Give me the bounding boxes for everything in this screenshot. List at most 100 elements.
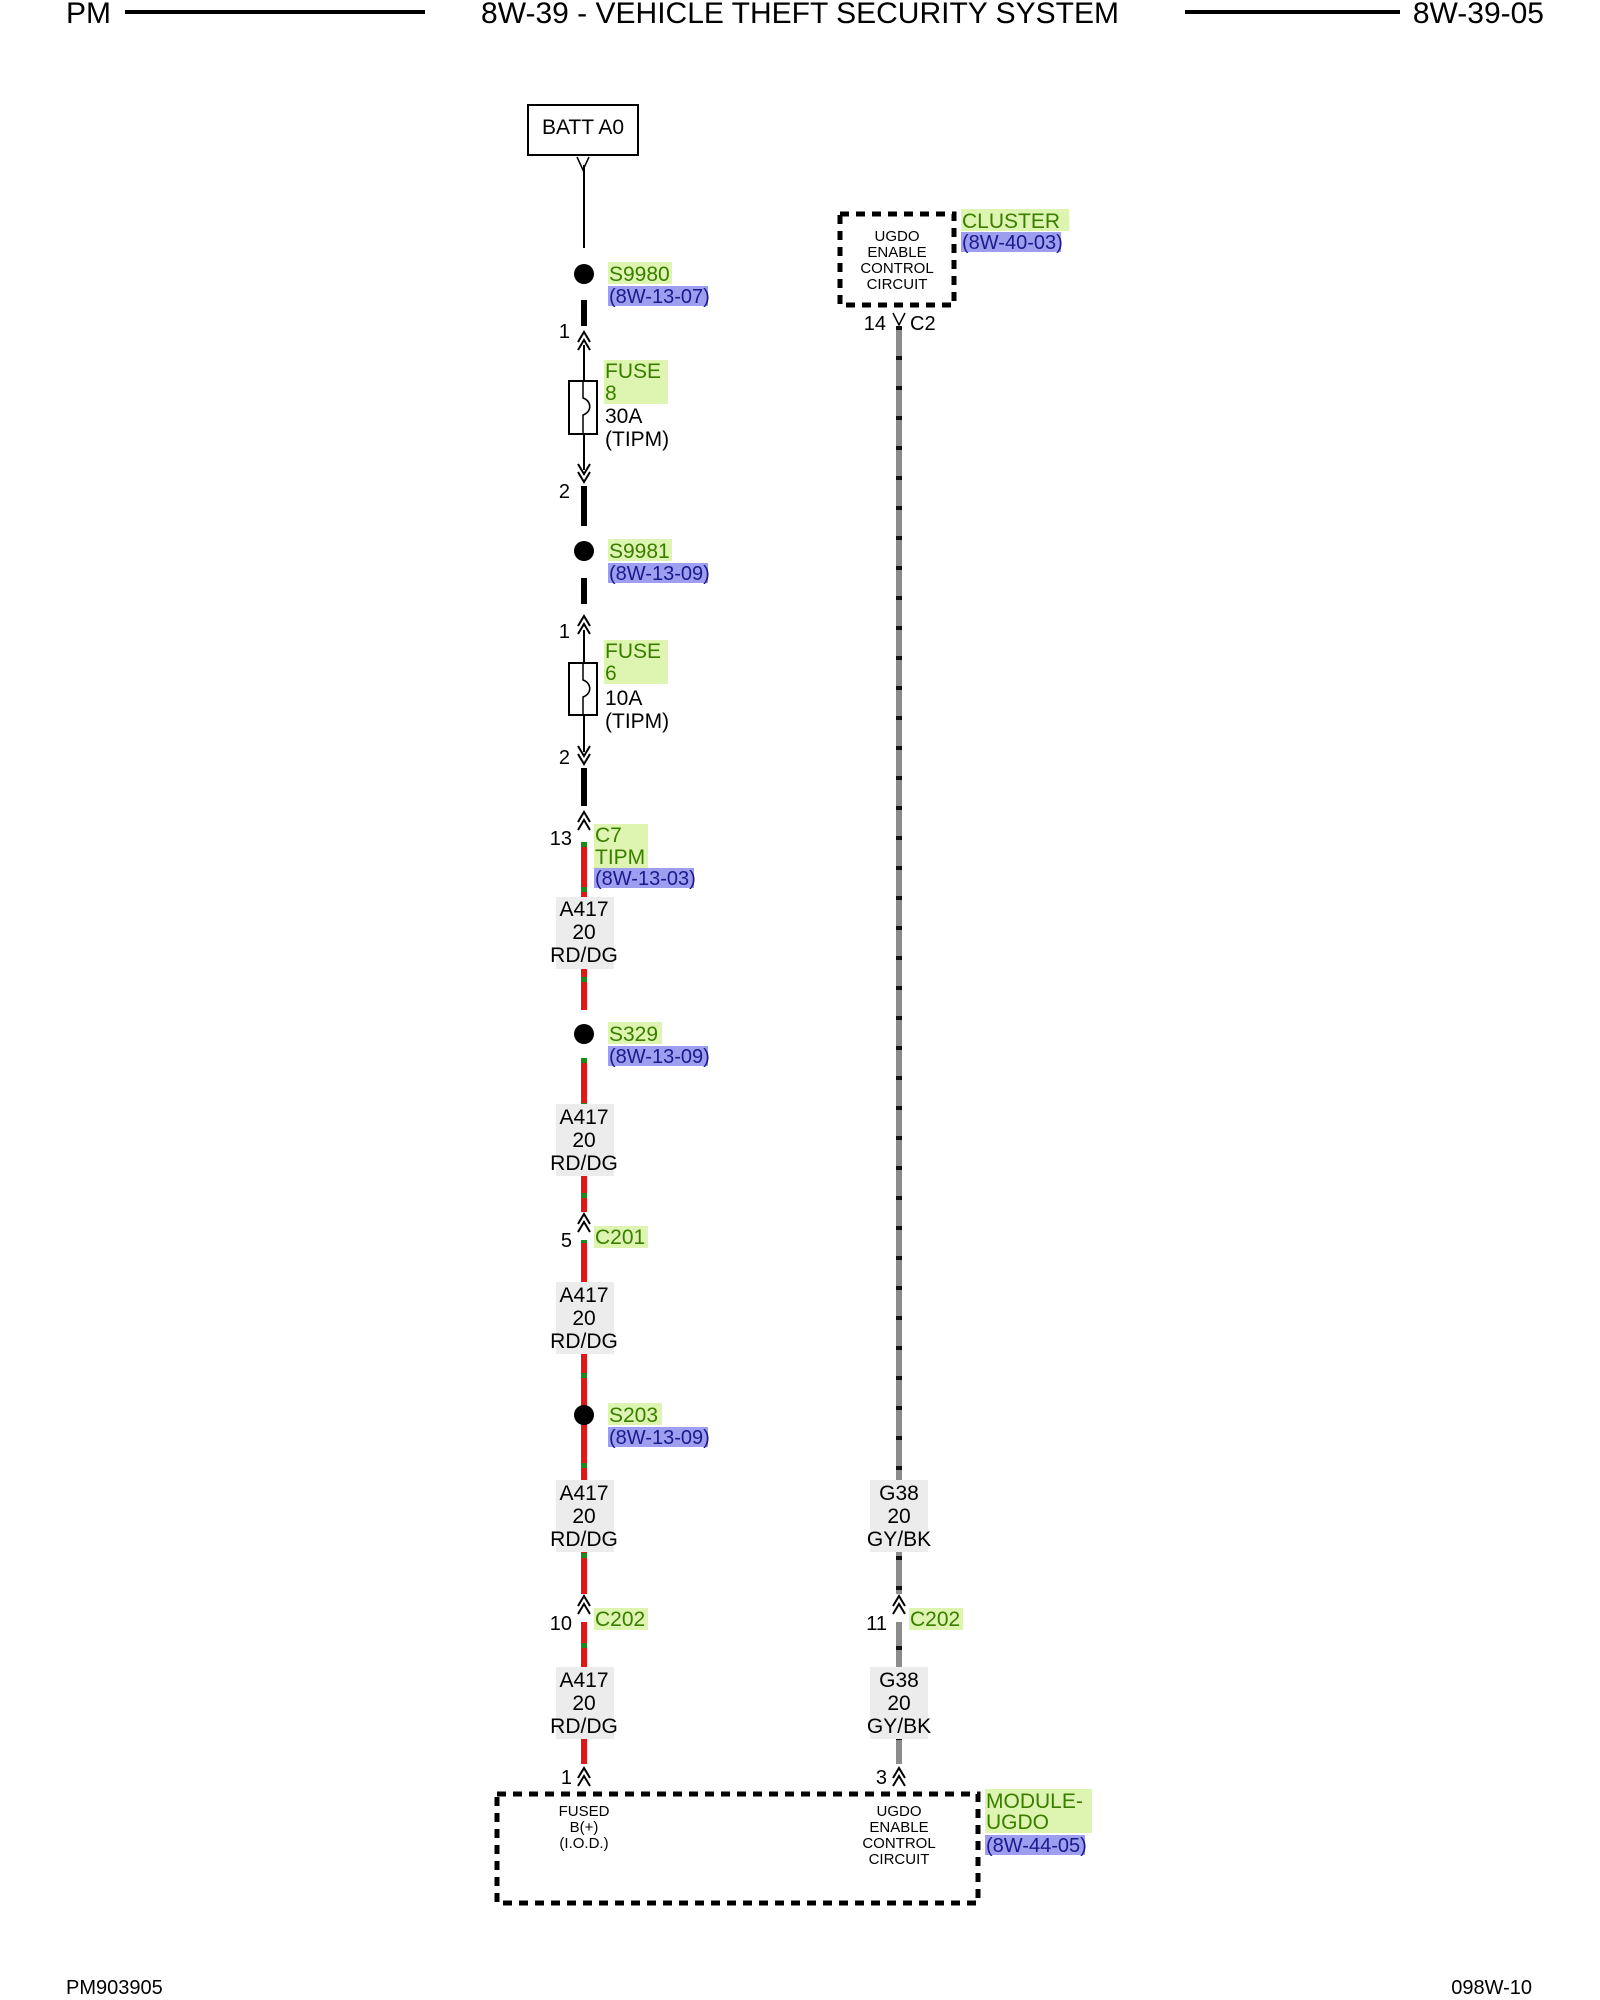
svg-text:A417: A417: [559, 1669, 608, 1692]
fuse8-rating: 30A: [605, 405, 642, 428]
splice-s9981-name: S9981: [609, 540, 670, 563]
svg-text:GY/BK: GY/BK: [867, 1528, 931, 1551]
wire-label-g38-1: G38 20 GY/BK: [867, 1480, 931, 1552]
wire-label-g38-2: G38 20 GY/BK: [867, 1667, 931, 1739]
cluster-box: [837, 211, 957, 308]
splice-s9980-name: S9980: [609, 263, 670, 286]
splice-s329-dot: [574, 1024, 594, 1044]
splice-s329-highlight: [608, 1022, 662, 1044]
splice-s203-dot: [574, 1405, 594, 1425]
module-right-line-2: ENABLE: [869, 1819, 928, 1836]
svg-text:20: 20: [572, 1307, 595, 1330]
c7-name: C7: [595, 824, 622, 847]
splice-s203-ref: (8W-13-09): [609, 1427, 710, 1449]
wire-label-a417-5: A417 20 RD/DG: [550, 1667, 618, 1739]
svg-text:RD/DG: RD/DG: [550, 1528, 618, 1551]
splice-s203-highlight: [608, 1403, 662, 1425]
c7-connector-icon: [577, 811, 591, 831]
module-right-gap: [893, 1764, 905, 1792]
module-name-line-1: MODULE-: [986, 1790, 1083, 1813]
cluster-box-line-3: CONTROL: [860, 260, 933, 277]
cluster-name-highlight: [961, 209, 1069, 231]
fuse8-name-highlight: [604, 360, 668, 382]
fuse6-number-highlight: [604, 662, 668, 684]
header-left: PM: [66, 0, 111, 30]
c7-location: TIPM: [595, 846, 645, 869]
svg-text:A417: A417: [559, 1482, 608, 1505]
header-right: 8W-39-05: [1413, 0, 1544, 30]
fuse8-element-icon: [582, 382, 591, 433]
fuse8-number-highlight: [604, 382, 668, 404]
fuse6-pin-out: 2: [559, 747, 570, 769]
module-right-line-4: CIRCUIT: [869, 1851, 930, 1868]
wire-label-a417-4: A417 20 RD/DG: [550, 1480, 618, 1552]
svg-text:A417: A417: [559, 1284, 608, 1307]
module-name-highlight-1: [985, 1789, 1092, 1811]
cluster-box-line-4: CIRCUIT: [867, 276, 928, 293]
module-left-line-1: FUSED: [559, 1803, 610, 1820]
splice-s9980-dot: [574, 264, 594, 284]
c202-left-pin: 10: [550, 1613, 572, 1635]
fuse8-name: FUSE: [605, 360, 661, 383]
svg-text:20: 20: [572, 1505, 595, 1528]
fuse6-rating: 10A: [605, 687, 642, 710]
svg-text:G38: G38: [879, 1482, 919, 1505]
c201-name: C201: [595, 1226, 645, 1249]
cluster-terminal-arrow: [892, 312, 906, 327]
c202-left-gap: [578, 1594, 590, 1622]
cluster-pin: 14: [864, 313, 886, 335]
wire-label-a417-3: A417 20 RD/DG: [550, 1282, 618, 1354]
footer-right: 098W-10: [1451, 1977, 1532, 1999]
module-ref: (8W-44-05): [986, 1835, 1087, 1857]
splice-s9980-ref-highlight: [608, 286, 708, 306]
c7-name-highlight: [594, 824, 648, 846]
svg-text:20: 20: [572, 1129, 595, 1152]
module-right-pin: 3: [876, 1767, 887, 1789]
c201-name-highlight: [594, 1226, 648, 1248]
c201-pin: 5: [561, 1230, 572, 1252]
svg-text:A417: A417: [559, 1106, 608, 1129]
c202-right-pin: 11: [866, 1613, 887, 1635]
module-left-pin: 1: [561, 1767, 572, 1789]
svg-text:20: 20: [572, 1692, 595, 1715]
svg-text:G38: G38: [879, 1669, 919, 1692]
c202-right-name: C202: [910, 1608, 960, 1631]
svg-text:RD/DG: RD/DG: [550, 1152, 618, 1175]
fuse6-element-icon: [582, 664, 591, 714]
module-left-gap: [578, 1764, 590, 1792]
batt-label: BATT A0: [542, 116, 624, 139]
fuse6-location: (TIPM): [605, 710, 669, 733]
fuse8-location: (TIPM): [605, 428, 669, 451]
cluster-ref: (8W-40-03): [962, 232, 1063, 254]
svg-text:20: 20: [887, 1692, 910, 1715]
cluster-connector: C2: [910, 313, 936, 335]
module-name-line-2: UGDO: [986, 1811, 1049, 1834]
module-name-highlight-2: [985, 1811, 1092, 1833]
fuse6-number: 6: [605, 662, 617, 685]
splice-s9980-highlight: [608, 262, 672, 284]
module-ugdo-box: [494, 1791, 981, 1906]
module-right-line-3: CONTROL: [862, 1835, 935, 1852]
wire-label-a417-1: A417 20 RD/DG: [550, 897, 618, 969]
svg-text:20: 20: [887, 1505, 910, 1528]
svg-text:GY/BK: GY/BK: [867, 1715, 931, 1738]
c202-left-name-highlight: [594, 1608, 648, 1630]
splice-s9981-highlight: [608, 539, 672, 561]
splice-s203-name: S203: [609, 1404, 658, 1427]
c7-ref: (8W-13-03): [595, 868, 696, 890]
svg-text:RD/DG: RD/DG: [550, 1330, 618, 1353]
svg-text:RD/DG: RD/DG: [550, 1715, 618, 1738]
fuse8-number: 8: [605, 382, 617, 405]
svg-text:RD/DG: RD/DG: [550, 944, 618, 967]
c202-right-gap: [893, 1594, 905, 1622]
module-left-line-3: (I.O.D.): [559, 1835, 608, 1852]
module-ref-highlight: [985, 1835, 1085, 1855]
splice-s9981-ref: (8W-13-09): [609, 563, 710, 585]
fuse6-pin-in: 1: [559, 621, 570, 643]
splice-s329-name: S329: [609, 1023, 658, 1046]
c202-left-name: C202: [595, 1608, 645, 1631]
fuse8-pin-in: 1: [559, 321, 570, 343]
c7-pin: 13: [550, 828, 572, 850]
footer-left: PM903905: [66, 1977, 163, 1999]
